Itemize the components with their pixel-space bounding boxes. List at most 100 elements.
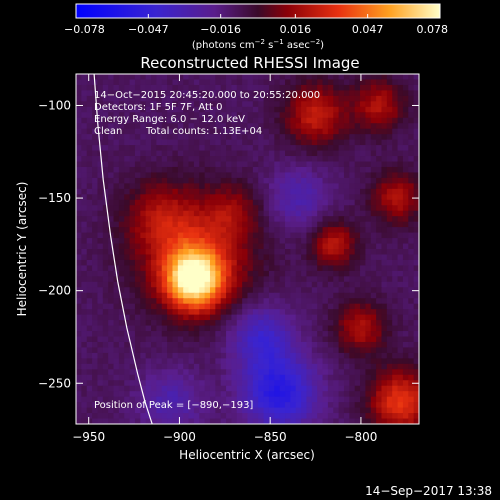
heatmap-cell bbox=[263, 281, 270, 288]
heatmap-cell bbox=[386, 413, 393, 420]
heatmap-cell bbox=[97, 292, 104, 299]
heatmap-cell bbox=[118, 238, 125, 245]
heatmap-cell bbox=[397, 347, 404, 354]
heatmap-cell bbox=[381, 259, 388, 267]
heatmap-cell bbox=[252, 336, 259, 343]
heatmap-cell bbox=[301, 117, 308, 124]
heatmap-cell bbox=[268, 276, 275, 283]
heatmap-cell bbox=[124, 270, 131, 277]
heatmap-cell bbox=[365, 216, 372, 223]
heatmap-cell bbox=[236, 161, 243, 168]
heatmap-cell bbox=[226, 254, 233, 261]
heatmap-cell bbox=[322, 243, 329, 250]
heatmap-cell bbox=[92, 112, 99, 119]
heatmap-cell bbox=[183, 303, 190, 310]
heatmap-cell bbox=[242, 249, 249, 256]
heatmap-cell bbox=[167, 325, 174, 332]
heatmap-cell bbox=[349, 320, 356, 327]
heatmap-cell bbox=[247, 259, 254, 267]
heatmap-cell bbox=[295, 281, 302, 288]
heatmap-cell bbox=[285, 134, 291, 141]
heatmap-cell bbox=[161, 139, 168, 146]
heatmap-cell bbox=[236, 84, 243, 92]
heatmap-cell bbox=[220, 106, 227, 113]
heatmap-cell bbox=[295, 243, 302, 250]
heatmap-cell bbox=[134, 396, 141, 403]
heatmap-cell bbox=[161, 380, 168, 387]
heatmap-cell bbox=[327, 249, 334, 256]
heatmap-cell bbox=[295, 336, 302, 343]
heatmap-cell bbox=[220, 101, 227, 108]
heatmap-cell bbox=[381, 79, 388, 86]
heatmap-cell bbox=[134, 391, 141, 398]
heatmap-cell bbox=[76, 221, 82, 228]
heatmap-cell bbox=[220, 150, 227, 157]
heatmap-cell bbox=[81, 194, 88, 201]
heatmap-cell bbox=[247, 380, 254, 387]
heatmap-cell bbox=[151, 238, 157, 245]
heatmap-cell bbox=[236, 128, 243, 135]
heatmap-cell bbox=[226, 287, 233, 294]
heatmap-cell bbox=[108, 254, 115, 261]
heatmap-cell bbox=[156, 407, 163, 414]
heatmap-cell bbox=[156, 341, 163, 349]
heatmap-cell bbox=[252, 363, 259, 370]
heatmap-cell bbox=[215, 210, 222, 217]
heatmap-cell bbox=[204, 391, 211, 398]
heatmap-cell bbox=[408, 101, 415, 108]
heatmap-cell bbox=[333, 292, 340, 299]
heatmap-cell bbox=[295, 166, 302, 174]
heatmap-cell bbox=[209, 101, 216, 108]
heatmap-cell bbox=[381, 101, 388, 108]
heatmap-cell bbox=[381, 303, 388, 310]
heatmap-cell bbox=[167, 413, 174, 420]
heatmap-cell bbox=[333, 112, 340, 119]
heatmap-cell bbox=[301, 276, 308, 283]
heatmap-cell bbox=[258, 79, 265, 86]
heatmap-cell bbox=[258, 320, 265, 327]
heatmap-cell bbox=[268, 254, 275, 261]
heatmap-cell bbox=[285, 74, 291, 81]
heatmap-cell bbox=[274, 161, 281, 168]
heatmap-cell bbox=[81, 205, 88, 212]
heatmap-cell bbox=[408, 216, 415, 223]
heatmap-cell bbox=[231, 314, 238, 321]
heatmap-cell bbox=[145, 232, 152, 239]
heatmap-cell bbox=[161, 95, 168, 102]
heatmap-cell bbox=[167, 112, 174, 119]
heatmap-cell bbox=[102, 210, 109, 217]
heatmap-cell bbox=[365, 145, 372, 152]
heatmap-cell bbox=[279, 352, 286, 359]
heatmap-cell bbox=[118, 358, 125, 365]
heatmap-cell bbox=[209, 287, 216, 294]
heatmap-cell bbox=[129, 145, 136, 152]
heatmap-cell bbox=[97, 172, 104, 179]
heatmap-cell bbox=[226, 380, 233, 387]
heatmap-cell bbox=[102, 106, 109, 113]
heatmap-cell bbox=[301, 177, 308, 184]
heatmap-cell bbox=[129, 205, 136, 212]
heatmap-cell bbox=[413, 90, 419, 97]
heatmap-cell bbox=[199, 369, 206, 376]
heatmap-cell bbox=[134, 270, 141, 277]
heatmap-cell bbox=[252, 369, 259, 376]
heatmap-cell bbox=[167, 205, 174, 212]
heatmap-cell bbox=[161, 292, 168, 299]
heatmap-cell bbox=[354, 276, 361, 283]
heatmap-cell bbox=[236, 232, 243, 239]
heatmap-cell bbox=[376, 265, 383, 272]
heatmap-cell bbox=[349, 385, 356, 392]
heatmap-cell bbox=[301, 232, 308, 239]
heatmap-cell bbox=[258, 128, 265, 135]
heatmap-cell bbox=[376, 303, 383, 310]
heatmap-cell bbox=[252, 166, 259, 174]
heatmap-cell bbox=[327, 396, 334, 403]
heatmap-cell bbox=[317, 221, 324, 228]
heatmap-cell bbox=[86, 254, 93, 261]
heatmap-cell bbox=[413, 194, 419, 201]
heatmap-cell bbox=[134, 331, 141, 338]
x-tick-label: −850 bbox=[254, 430, 287, 444]
heatmap-cell bbox=[274, 205, 281, 212]
heatmap-cell bbox=[204, 385, 211, 392]
heatmap-cell bbox=[220, 265, 227, 272]
